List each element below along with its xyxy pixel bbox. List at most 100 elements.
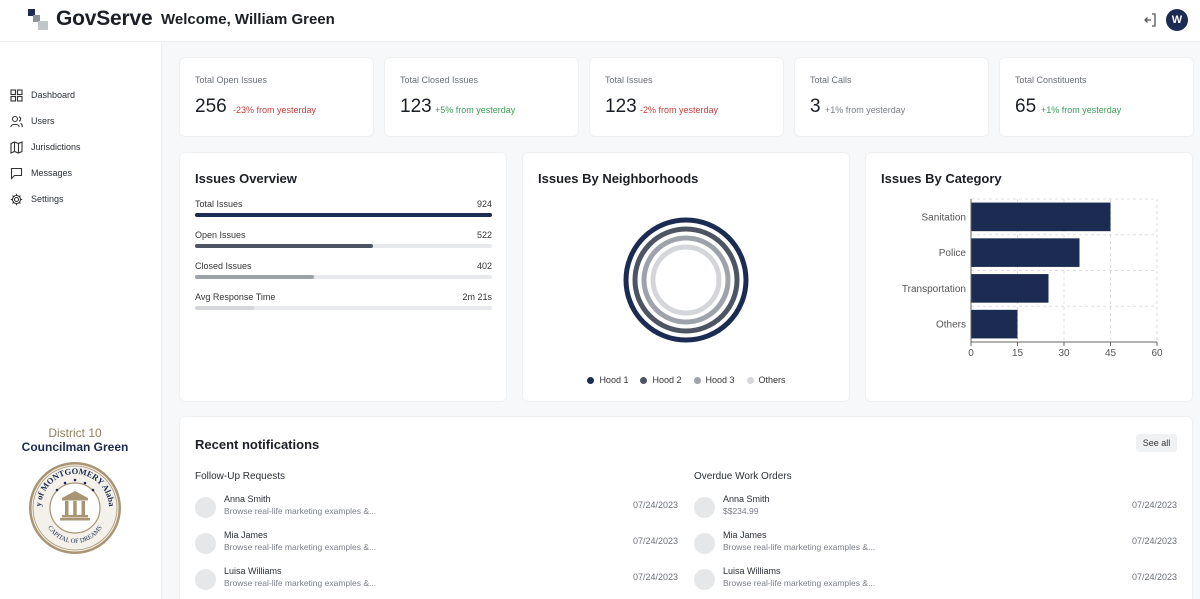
- legend-dot: [693, 376, 701, 384]
- avatar: [195, 497, 216, 518]
- x-tick-label: 0: [968, 348, 974, 359]
- district-label: District 10: [48, 426, 102, 440]
- gear-icon: [10, 193, 23, 205]
- stat-label: Total Open Issues: [195, 75, 268, 85]
- sidebar-item-users[interactable]: Users: [10, 112, 55, 130]
- see-all-button[interactable]: See all: [1136, 434, 1177, 452]
- notifications-card: Recent notifications See all Follow-Up R…: [180, 417, 1192, 599]
- stat-value: 123: [400, 96, 432, 117]
- ring-hood-2: [632, 226, 740, 334]
- brand-name[interactable]: GovServe: [56, 7, 153, 30]
- stat-card-closed-issues[interactable]: Total Closed Issues 123 +5% from yesterd…: [385, 58, 578, 136]
- sidebar-item-dashboard[interactable]: Dashboard: [10, 86, 75, 104]
- list-item[interactable]: Mia James Browse real-life marketing exa…: [694, 530, 1177, 559]
- list-item[interactable]: Luisa Williams Browse real-life marketin…: [694, 566, 1177, 595]
- user-avatar[interactable]: W: [1166, 9, 1188, 31]
- stat-change: -2% from yesterday: [640, 105, 719, 115]
- notification-name: Luisa Williams: [723, 566, 781, 576]
- logout-icon[interactable]: [1142, 12, 1158, 28]
- legend-label: Hood 2: [652, 375, 682, 385]
- overview-label: Closed Issues: [195, 261, 252, 271]
- list-item[interactable]: Luisa Williams Browse real-life marketin…: [195, 566, 678, 595]
- legend-item[interactable]: Hood 1: [587, 375, 628, 385]
- stat-label: Total Constituents: [1015, 75, 1087, 85]
- sidebar-item-jurisdictions[interactable]: Jurisdictions: [10, 138, 81, 156]
- avatar: [694, 569, 715, 590]
- legend-dot: [640, 376, 648, 384]
- bar-police[interactable]: [971, 238, 1080, 267]
- top-header: GovServe Welcome, William Green W: [0, 0, 1200, 42]
- stat-card-open-issues[interactable]: Total Open Issues 256 -23% from yesterda…: [180, 58, 373, 136]
- stat-change: -23% from yesterday: [233, 105, 317, 115]
- overview-label: Total Issues: [195, 199, 243, 209]
- stat-card-total-calls[interactable]: Total Calls 3 +1% from yesterday: [795, 58, 988, 136]
- overview-label: Avg Response Time: [195, 292, 276, 302]
- stat-card-total-constituents[interactable]: Total Constituents 65 +1% from yesterday: [1000, 58, 1193, 136]
- notification-text: Browse real-life marketing examples &...: [224, 578, 377, 588]
- dashboard-icon: [10, 88, 23, 102]
- legend-item[interactable]: Hood 3: [693, 375, 735, 385]
- category-bar-chart[interactable]: Sanitation Police Transportation Others 0 15 3…: [866, 193, 1192, 373]
- stat-label: Total Closed Issues: [400, 75, 479, 85]
- notification-date: 07/24/2023: [1131, 572, 1177, 582]
- overview-label: Open Issues: [195, 230, 246, 240]
- legend-item[interactable]: Hood 2: [640, 375, 682, 385]
- bar-sanitation[interactable]: [971, 202, 1111, 232]
- neighborhoods-ring-chart[interactable]: [621, 215, 751, 345]
- notification-text: Browse real-life marketing examples &...: [723, 578, 876, 588]
- legend-item[interactable]: Others: [746, 375, 786, 385]
- sidebar-item-label: Users: [31, 116, 55, 126]
- progress-fill: [195, 244, 374, 248]
- stat-value: 3: [810, 96, 821, 117]
- list-item[interactable]: Mia James Browse real-life marketing exa…: [195, 530, 678, 559]
- notification-name: Anna Smith: [723, 494, 770, 504]
- ring-others: [650, 244, 722, 316]
- stat-value: 256: [195, 96, 227, 117]
- category-card: Issues By Category Sanitation Police Trans…: [866, 153, 1192, 401]
- progress-track: [195, 306, 492, 310]
- stat-change: +1% from yesterday: [825, 105, 906, 115]
- stat-change: +5% from yesterday: [435, 105, 516, 115]
- welcome-message: Welcome, William Green: [161, 11, 335, 28]
- legend-dot: [746, 376, 754, 384]
- notification-name: Mia James: [723, 530, 767, 540]
- category-tick-label: Sanitation: [922, 212, 966, 223]
- category-tick-label: Police: [939, 248, 967, 259]
- avatar: [694, 533, 715, 554]
- bar-others[interactable]: [971, 309, 1018, 339]
- notification-name: Anna Smith: [224, 494, 271, 504]
- issues-overview-card: Issues Overview Total Issues 924 Open Is…: [180, 153, 506, 401]
- legend-dot: [587, 376, 595, 384]
- notification-date: 07/24/2023: [632, 500, 678, 510]
- stat-label: Total Calls: [810, 75, 852, 85]
- sidebar-item-label: Jurisdictions: [31, 142, 81, 152]
- progress-track: [195, 275, 492, 279]
- map-icon: [10, 140, 23, 154]
- sidebar-item-messages[interactable]: Messages: [10, 164, 72, 182]
- overview-value: 2m 21s: [462, 292, 492, 302]
- x-tick-label: 60: [1151, 348, 1163, 359]
- avatar: [694, 497, 715, 518]
- avatar: [195, 533, 216, 554]
- chart-legend: Hood 1 Hood 2 Hood 3 Others: [523, 375, 850, 385]
- ring-hood-3: [641, 235, 731, 325]
- category-tick-label: Others: [936, 320, 966, 331]
- list-item[interactable]: Anna Smith Browse real-life marketing ex…: [195, 494, 678, 523]
- councilman-name: Councilman Green: [21, 440, 129, 454]
- city-seal-logo: City of MONTGOMERY Alabama CAPITAL OF DR…: [28, 461, 121, 554]
- progress-fill: [195, 306, 255, 310]
- overview-value: 522: [476, 230, 492, 240]
- sidebar-item-settings[interactable]: Settings: [10, 190, 64, 208]
- sidebar-item-label: Dashboard: [31, 90, 76, 100]
- message-icon: [10, 167, 23, 180]
- stat-card-total-issues[interactable]: Total Issues 123 -2% from yesterday: [590, 58, 783, 136]
- stat-label: Total Issues: [605, 75, 653, 85]
- category-tick-label: Transportation: [902, 284, 966, 295]
- stat-value: 123: [605, 96, 637, 117]
- sidebar: Dashboard Users Jurisdictions Messages S…: [0, 42, 162, 599]
- bar-transportation[interactable]: [971, 274, 1049, 303]
- stat-change: +1% from yesterday: [1041, 105, 1122, 115]
- card-title: Issues By Category: [881, 171, 1002, 186]
- list-item[interactable]: Anna Smith $$234.99 07/24/2023: [694, 494, 1177, 523]
- x-tick-label: 30: [1058, 348, 1070, 359]
